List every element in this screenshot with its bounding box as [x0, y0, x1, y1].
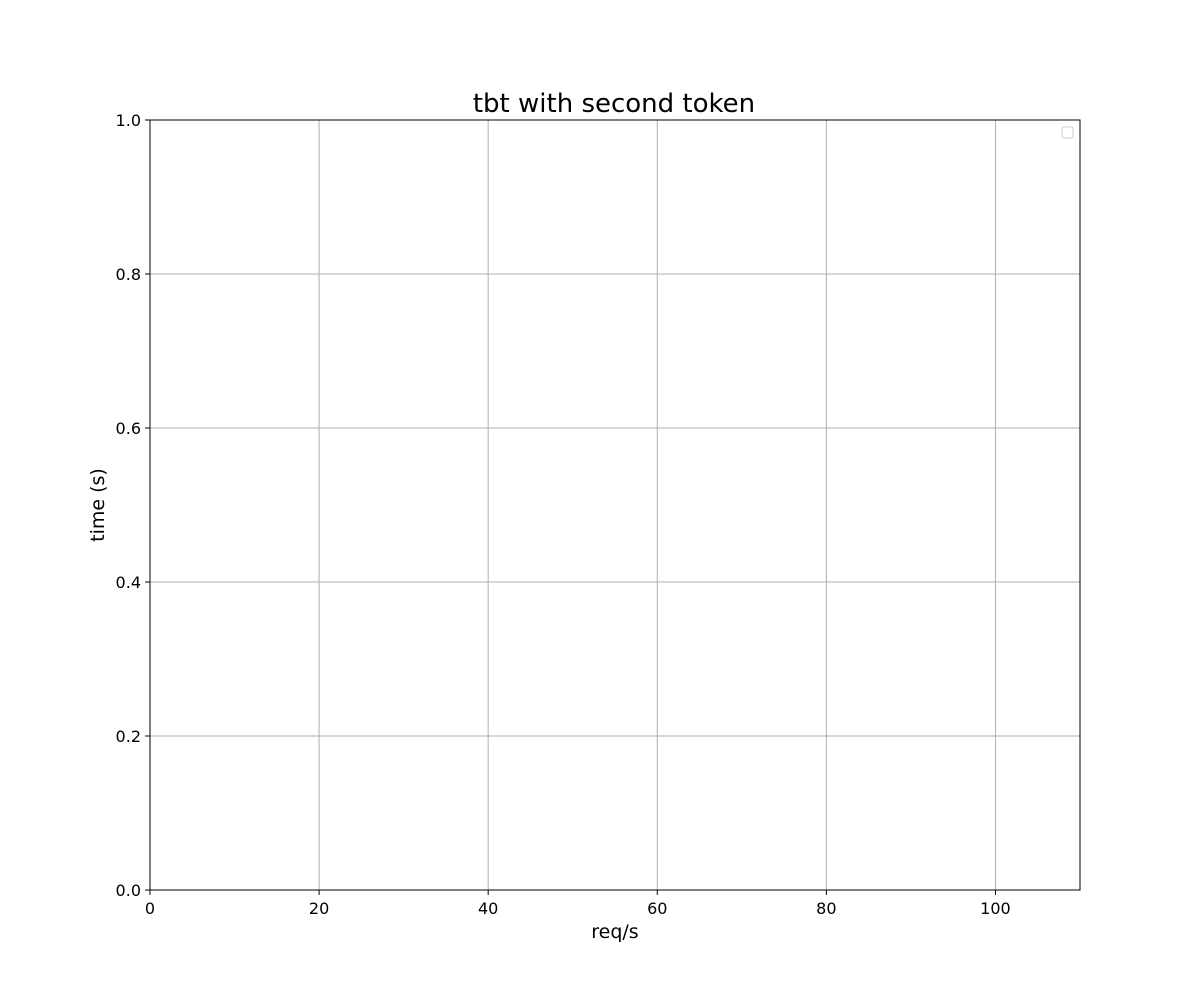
- y-tick-label: 0.2: [116, 727, 141, 746]
- x-tick-label: 100: [980, 899, 1011, 918]
- x-tick-label: 80: [816, 899, 836, 918]
- x-tick-label: 20: [309, 899, 329, 918]
- x-tick-label: 40: [478, 899, 498, 918]
- y-tick-label: 0.6: [116, 419, 141, 438]
- y-axis: 0.0 0.2 0.4 0.6 0.8 1.0: [116, 111, 150, 900]
- x-tick-label: 60: [647, 899, 667, 918]
- grid: [149, 119, 1080, 891]
- legend: [1061, 126, 1074, 139]
- x-axis: 0 20 40 60 80 100: [145, 890, 1011, 918]
- y-axis-label: time (s): [87, 468, 109, 542]
- y-tick-label: 1.0: [116, 111, 141, 130]
- y-tick-label: 0.8: [116, 265, 141, 284]
- x-axis-label: req/s: [591, 921, 638, 943]
- y-tick-label: 0.0: [116, 881, 141, 900]
- plot-area: [149, 119, 1081, 891]
- chart-title: tbt with second token: [473, 89, 755, 119]
- y-tick-label: 0.4: [116, 573, 141, 592]
- x-tick-label: 0: [145, 899, 155, 918]
